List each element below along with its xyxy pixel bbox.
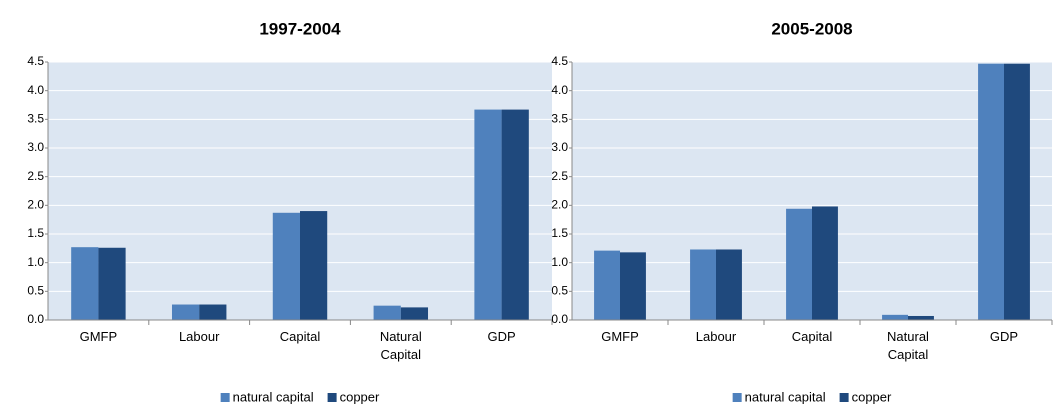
bar	[171, 304, 200, 320]
x-tick-label: GMFP	[601, 329, 639, 344]
bar	[594, 250, 620, 320]
legend-swatch	[327, 393, 337, 402]
y-tick-label: 0.0	[551, 312, 568, 326]
x-tick-label-box: Capital	[791, 329, 833, 344]
legend-label: natural capital	[233, 389, 314, 404]
x-tick-label: Capital	[279, 329, 321, 344]
bar	[908, 315, 934, 320]
bar	[98, 247, 126, 320]
x-tick-label: Labour	[695, 329, 737, 344]
chart-title: 1997-2004	[259, 19, 341, 38]
bar	[786, 208, 812, 320]
legend-label: copper	[340, 389, 380, 404]
y-tick-label: 3.5	[27, 112, 44, 126]
bar	[882, 314, 908, 320]
bar	[474, 109, 502, 320]
y-tick-label: 4.0	[551, 83, 568, 97]
y-tick-label: 4.5	[27, 54, 44, 68]
bar	[373, 305, 401, 320]
bar	[71, 247, 99, 320]
x-tick-label-box: Capital	[279, 329, 321, 344]
y-tick-label: 3.0	[27, 140, 44, 154]
legend: natural capital copper	[220, 389, 380, 404]
y-tick-label: 1.5	[27, 226, 44, 240]
y-tick-label: 1.0	[551, 255, 568, 269]
y-tick-label: 2.5	[27, 169, 44, 183]
x-tick-label: GMFP	[79, 329, 118, 344]
y-tick-label: 3.5	[551, 112, 568, 126]
x-tick-label: GDP	[487, 329, 516, 344]
y-tick-label: 1.5	[551, 226, 568, 240]
y-tick-label: 4.0	[27, 83, 44, 97]
x-tick-label: GDP	[989, 329, 1019, 344]
x-tick-label-box: Labour	[178, 329, 220, 344]
y-tick-label: 2.5	[551, 169, 568, 183]
chart-title: 2005-2008	[771, 19, 852, 38]
legend-label: natural capital	[745, 389, 826, 404]
x-tick-label: Labour	[178, 329, 220, 344]
y-tick-label: 1.0	[27, 255, 44, 269]
y-tick-label: 0.0	[27, 312, 44, 326]
x-tick-label-box: Natural Capital	[887, 329, 929, 362]
y-tick-label: 3.0	[551, 140, 568, 154]
y-tick-label: 4.5	[551, 54, 568, 68]
x-tick-label: Capital	[791, 329, 833, 344]
legend-swatch	[732, 393, 742, 402]
bar	[1004, 63, 1030, 320]
x-tick-label-box: GDP	[989, 329, 1019, 344]
y-tick-label: 0.5	[27, 284, 44, 298]
bar	[272, 212, 300, 320]
bar	[716, 249, 742, 320]
x-tick-label: Natural Capital	[379, 329, 422, 362]
bar	[199, 304, 227, 320]
bar	[690, 249, 716, 320]
legend-swatch	[839, 393, 849, 402]
x-tick-label-box: Natural Capital	[379, 329, 422, 362]
x-tick-label: Natural Capital	[887, 329, 929, 362]
x-tick-label-box: Labour	[695, 329, 737, 344]
y-tick-label: 0.5	[551, 284, 568, 298]
bar	[620, 252, 646, 320]
x-tick-label-box: GMFP	[601, 329, 639, 344]
y-tick-label: 2.0	[27, 198, 44, 212]
legend: natural capital copper	[732, 389, 892, 404]
bar	[501, 109, 529, 320]
legend-label: copper	[852, 389, 892, 404]
bar	[400, 307, 429, 320]
x-tick-label-box: GDP	[487, 329, 516, 344]
bar	[812, 206, 838, 320]
y-tick-label: 2.0	[551, 198, 568, 212]
legend-swatch	[220, 393, 230, 402]
x-tick-label-box: GMFP	[79, 329, 118, 344]
bar	[978, 63, 1004, 320]
bar	[300, 211, 328, 320]
